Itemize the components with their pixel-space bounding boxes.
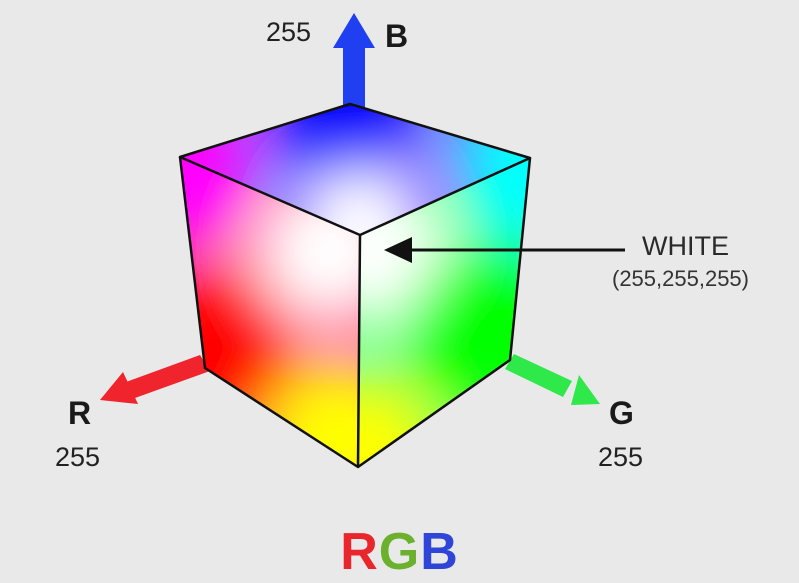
b-axis-label: B	[385, 18, 409, 54]
white-pointer-arrow	[384, 237, 625, 263]
r-axis-label: R	[68, 395, 92, 431]
cube-edges	[178, 102, 532, 469]
b-axis-value: 255	[266, 17, 312, 47]
rgb-title: RGB	[0, 522, 799, 582]
title-letter-g: G	[378, 523, 421, 581]
cube-right-face	[358, 158, 530, 467]
g-axis-value: 255	[598, 442, 644, 472]
r-axis-arrow	[100, 355, 210, 404]
r-axis-value: 255	[55, 442, 101, 472]
g-axis-label: G	[609, 395, 634, 431]
title-letter-r: R	[340, 523, 379, 581]
white-annotation-value: (255,255,255)	[612, 266, 749, 291]
white-annotation-label: WHITE	[642, 231, 729, 261]
title-letter-b: B	[420, 523, 459, 581]
cube-left-face	[180, 157, 360, 467]
b-axis-arrow	[333, 13, 375, 108]
g-axis-arrow	[505, 354, 600, 405]
